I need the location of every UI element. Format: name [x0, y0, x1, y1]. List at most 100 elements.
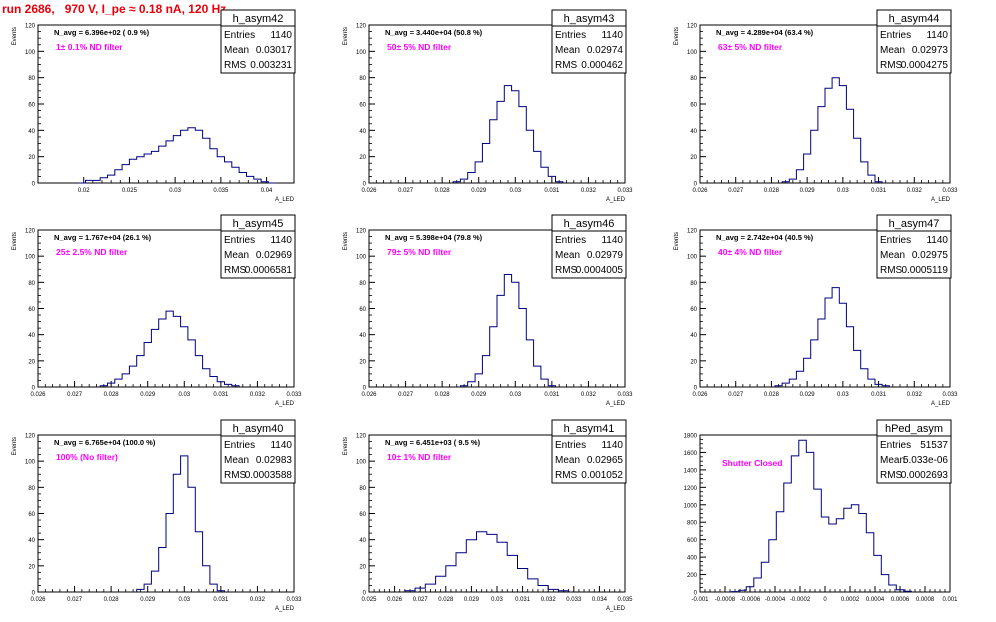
- x-tick-label: 0.03: [178, 392, 190, 398]
- stats-label: Entries: [224, 30, 255, 41]
- y-tick-label: 120: [356, 434, 367, 440]
- x-tick-label: 0.03: [169, 188, 181, 194]
- x-tick-label: 0.031: [544, 188, 560, 194]
- x-tick-label: 0.032: [907, 392, 923, 398]
- stats-value: 1140: [270, 30, 292, 41]
- panel-h_asym40: 0 20 40 60 80 100 120 0.026 0.027 0.028 0.029 0.03 0…: [12, 419, 302, 612]
- x-tick-label: -0.0008: [715, 597, 736, 603]
- y-tick-label: 0: [32, 182, 36, 188]
- x-tick-label: 0.0006: [891, 597, 910, 603]
- y-tick-label: 80: [28, 76, 35, 82]
- stats-label: Mean: [880, 250, 905, 261]
- y-tick-label: 80: [359, 76, 366, 82]
- x-tick-label: 0.025: [361, 597, 377, 603]
- x-axis-title: A_LED: [275, 401, 295, 407]
- panel-h_asym40-histogram-line: [136, 455, 225, 592]
- y-tick-label: 40: [690, 129, 697, 135]
- x-tick-label: 0.0004: [866, 597, 885, 603]
- x-axis-title: A_LED: [606, 606, 626, 612]
- x-tick-label: 0.033: [942, 392, 958, 398]
- stats-value: 0.0006581: [245, 265, 293, 276]
- y-tick-label: 120: [25, 24, 36, 30]
- panel-h_asym47-filter-label: 40± 4% ND filter: [718, 247, 783, 257]
- panel-h_asym44-stats-box: h_asym44 Entries 1140 Mean 0.02973 RMS0.00042…: [876, 9, 952, 74]
- y-axis-title: Events: [343, 232, 349, 250]
- y-tick-label: 120: [356, 229, 367, 235]
- x-tick-label: 0.029: [140, 392, 156, 398]
- stats-value: 0.001052: [581, 470, 623, 481]
- x-tick-label: 0.033: [566, 597, 582, 603]
- stats-label: Mean: [555, 45, 580, 56]
- x-tick-label: 0.027: [728, 188, 744, 194]
- panel-h_asym47: 0 20 40 60 80 100 120 0.026 0.027 0.028 0.029 0.03 0…: [674, 214, 958, 407]
- panel-h_asym46: 0 20 40 60 80 100 120 0.026 0.027 0.028 0.029 0.03 0…: [343, 214, 633, 407]
- stats-value: 0.02969: [256, 250, 293, 261]
- stats-value: 51537: [920, 440, 948, 451]
- y-tick-label: 0: [363, 386, 367, 392]
- y-tick-label: 40: [359, 129, 366, 135]
- stats-value: 0.02965: [587, 455, 624, 466]
- y-tick-label: 20: [690, 359, 697, 365]
- panel-h_asym44: 0 20 40 60 80 100 120 0.026 0.027 0.028 0.029 0.03 0…: [674, 9, 958, 203]
- stats-label: RMS: [224, 470, 247, 481]
- x-tick-label: 0.032: [581, 188, 597, 194]
- panel-h_asym45-avg-label: N_avg = 1.767e+04 (26.1 %): [54, 233, 152, 242]
- y-tick-label: 20: [359, 359, 366, 365]
- panel-h_asym47-avg-label: N_avg = 2.742e+04 (40.5 %): [716, 233, 814, 242]
- x-tick-label: 0.031: [515, 597, 531, 603]
- stats-value: 1140: [926, 30, 948, 41]
- y-tick-label: 40: [28, 129, 35, 135]
- panel-h_asym41-histogram-line: [404, 531, 570, 592]
- x-axis-title: A_LED: [931, 197, 951, 203]
- stats-box-title: h_asym42: [233, 13, 284, 25]
- y-tick-label: 60: [359, 307, 366, 313]
- stats-value: 0.0003588: [245, 470, 293, 481]
- y-axis-title: Events: [12, 27, 18, 45]
- y-tick-label: 40: [359, 538, 366, 544]
- x-tick-label: 0.031: [544, 392, 560, 398]
- x-tick-label: 0.032: [250, 597, 266, 603]
- panel-h_asym40-avg-label: N_avg = 6.765e+04 (100.0 %): [54, 438, 156, 447]
- y-tick-label: 20: [28, 155, 35, 161]
- y-tick-label: 80: [359, 486, 366, 492]
- x-tick-label: 0.026: [361, 392, 377, 398]
- y-tick-label: 40: [28, 333, 35, 339]
- x-tick-label: 0.025: [122, 188, 138, 194]
- stats-box-title: h_asym40: [233, 423, 284, 435]
- x-tick-label: 0.031: [871, 188, 887, 194]
- stats-label: Entries: [555, 235, 586, 246]
- x-tick-label: 0.03: [491, 597, 503, 603]
- stats-box-border: [876, 214, 952, 279]
- y-tick-label: 120: [25, 434, 36, 440]
- stats-box-border: [551, 9, 627, 74]
- y-axis-title: Events: [674, 27, 680, 45]
- y-tick-label: 40: [690, 333, 697, 339]
- y-tick-label: 40: [359, 333, 366, 339]
- x-tick-label: 0.033: [617, 188, 633, 194]
- stats-label: Entries: [555, 440, 586, 451]
- x-tick-label: 0.032: [581, 392, 597, 398]
- panel-hPed_asym-stats-box: hPed_asym Entries 51537 Mean5.033e-06RMS0.0…: [876, 419, 952, 484]
- stats-value: 0.003231: [250, 60, 292, 71]
- y-tick-label: 1600: [684, 451, 698, 457]
- panel-h_asym42-filter-label: 1± 0.1% ND filter: [56, 42, 123, 52]
- x-tick-label: 0.031: [213, 597, 229, 603]
- panel-h_asym42-avg-label: N_avg = 6.396e+02 ( 0.9 %): [54, 28, 150, 37]
- stats-label: Entries: [555, 30, 586, 41]
- y-tick-label: 0: [694, 591, 698, 597]
- x-tick-label: -0.0006: [740, 597, 761, 603]
- stats-label: Entries: [880, 30, 911, 41]
- stats-value: 1140: [601, 235, 623, 246]
- y-tick-label: 100: [356, 460, 367, 466]
- y-tick-label: 1000: [684, 503, 698, 509]
- x-tick-label: 0.028: [104, 392, 120, 398]
- stats-value: 0.02979: [587, 250, 624, 261]
- x-tick-label: 0.029: [471, 392, 487, 398]
- x-tick-label: 0.02: [78, 188, 90, 194]
- stats-label: RMS: [555, 60, 578, 71]
- y-tick-label: 600: [687, 538, 698, 544]
- stats-label: RMS: [880, 470, 903, 481]
- y-tick-label: 60: [359, 512, 366, 518]
- y-tick-label: 60: [690, 307, 697, 313]
